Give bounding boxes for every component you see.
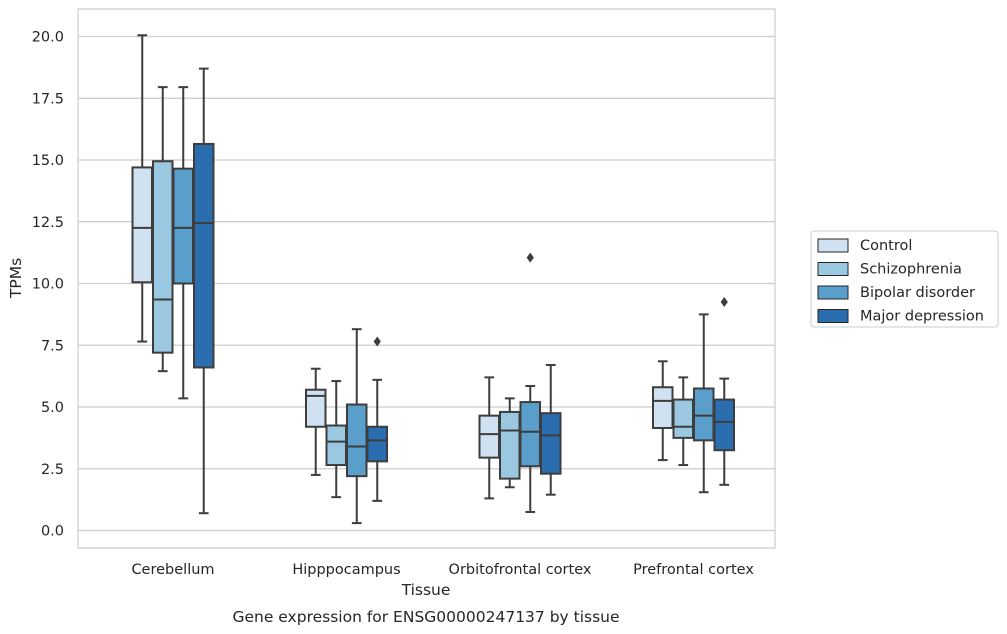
box-bipolar-disorder bbox=[346, 328, 368, 525]
outlier-point bbox=[526, 252, 534, 263]
box-iqr bbox=[519, 401, 541, 468]
box-iqr bbox=[325, 424, 347, 467]
x-axis-label: Tissue bbox=[401, 581, 451, 599]
outlier-point bbox=[373, 336, 381, 347]
x-axis-ticks: Cerebellum Hipppocampus Orbitofrontal cort… bbox=[131, 562, 754, 578]
legend-label: Major depression bbox=[860, 309, 984, 325]
box-iqr bbox=[499, 410, 521, 480]
legend-swatch bbox=[817, 285, 849, 300]
box-iqr bbox=[540, 412, 562, 475]
y-tick-label: 15.0 bbox=[32, 153, 64, 169]
box-major-depression bbox=[366, 336, 388, 502]
box-schizophrenia bbox=[325, 380, 347, 499]
box-iqr bbox=[305, 388, 327, 428]
box-control bbox=[131, 34, 153, 343]
x-tick-label: Orbitofrontal cortex bbox=[449, 562, 592, 578]
y-tick-label: 17.5 bbox=[32, 91, 64, 107]
y-tick-label: 2.5 bbox=[41, 462, 64, 478]
y-tick-label: 12.5 bbox=[32, 215, 64, 231]
legend-label: Schizophrenia bbox=[860, 262, 962, 278]
box-iqr bbox=[478, 414, 500, 459]
box-schizophrenia bbox=[499, 397, 521, 489]
box-bipolar-disorder bbox=[172, 86, 194, 400]
box-plots bbox=[131, 34, 735, 525]
chart-caption: Gene expression for ENSG00000247137 by t… bbox=[232, 608, 619, 626]
box-iqr bbox=[652, 386, 674, 429]
y-tick-label: 20.0 bbox=[32, 30, 64, 46]
box-schizophrenia bbox=[152, 86, 174, 373]
box-schizophrenia bbox=[672, 376, 694, 467]
y-tick-label: 7.5 bbox=[41, 338, 64, 354]
legend-swatch bbox=[817, 238, 849, 253]
box-iqr bbox=[693, 387, 715, 442]
box-iqr bbox=[366, 425, 388, 463]
y-tick-label: 0.0 bbox=[41, 524, 64, 540]
legend: Control Schizophrenia Bipolar disorder Majo… bbox=[810, 230, 999, 328]
box-major-depression bbox=[713, 297, 735, 486]
box-control bbox=[652, 360, 674, 462]
x-tick-label: Prefrontal cortex bbox=[633, 562, 754, 578]
box-control bbox=[305, 367, 327, 476]
legend-swatch bbox=[817, 262, 849, 276]
x-tick-label: Hipppocampus bbox=[292, 562, 400, 578]
y-axis-ticks: 0.0 2.5 5.0 7.5 10.0 12.5 15.0 17.5 20.0 bbox=[32, 30, 64, 540]
plot-area-frame bbox=[77, 8, 776, 549]
legend-label: Control bbox=[860, 238, 912, 254]
box-control bbox=[478, 376, 500, 500]
box-iqr bbox=[346, 403, 368, 478]
y-tick-label: 5.0 bbox=[41, 400, 64, 416]
box-iqr bbox=[713, 398, 735, 452]
box-iqr bbox=[131, 166, 153, 284]
box-major-depression bbox=[540, 364, 562, 496]
outlier-point bbox=[720, 297, 728, 308]
y-tick-label: 10.0 bbox=[32, 277, 64, 293]
box-iqr bbox=[193, 142, 215, 369]
box-bipolar-disorder bbox=[519, 252, 541, 513]
legend-frame bbox=[810, 230, 999, 328]
box-iqr bbox=[672, 398, 694, 439]
box-bipolar-disorder bbox=[693, 313, 715, 494]
y-axis-label: TPMs bbox=[7, 258, 25, 299]
box-iqr bbox=[152, 160, 174, 354]
box-major-depression bbox=[193, 67, 215, 515]
x-tick-label: Cerebellum bbox=[131, 562, 214, 578]
legend-swatch bbox=[817, 309, 849, 323]
box-iqr bbox=[172, 167, 194, 285]
legend-label: Bipolar disorder bbox=[860, 285, 975, 301]
